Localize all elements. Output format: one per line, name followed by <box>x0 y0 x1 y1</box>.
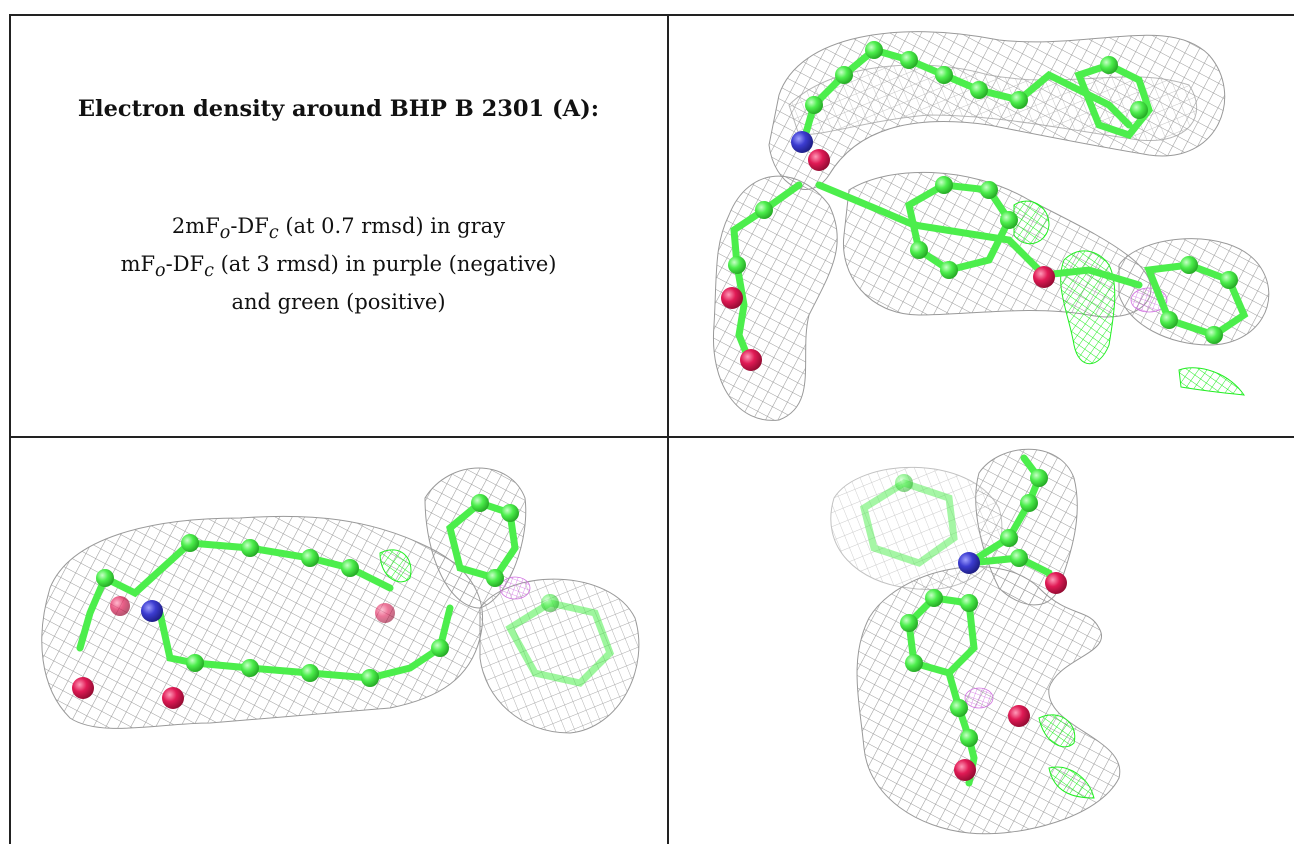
carbon-atom <box>960 594 978 612</box>
carbon-atom <box>755 201 773 219</box>
carbon-atom <box>960 729 978 747</box>
carbon-atom <box>431 639 449 657</box>
ligand-atoms <box>72 494 559 709</box>
carbon-atom <box>1010 549 1028 567</box>
carbon-atom <box>301 664 319 682</box>
carbon-atom <box>900 614 918 632</box>
carbon-atom <box>950 699 968 717</box>
carbon-atom <box>895 474 913 492</box>
purple-negative-mesh <box>499 576 531 600</box>
carbon-atom <box>940 261 958 279</box>
carbon-atom <box>1010 91 1028 109</box>
oxygen-atom <box>808 149 830 171</box>
carbon-atom <box>980 181 998 199</box>
green-positive-mesh <box>379 549 412 583</box>
legend-line-mfo-dfc: mFo-DFc (at 3 rmsd) in purple (negative) <box>120 252 557 282</box>
legend-line-positive: and green (positive) <box>231 290 446 315</box>
green-mesh-blob-3 <box>1178 367 1246 396</box>
density-view-bottom-left <box>10 438 667 844</box>
chain-left <box>76 574 109 652</box>
purple-negative-mesh <box>964 687 994 709</box>
purple-mesh-blob <box>499 576 531 600</box>
green-mesh-blob-2 <box>1013 200 1050 245</box>
carbon-atom <box>1000 529 1018 547</box>
carbon-atom <box>186 654 204 672</box>
carbon-atom <box>341 559 359 577</box>
carbon-atom <box>1020 494 1038 512</box>
oxygen-atom <box>1033 266 1055 288</box>
legend-line-2mfo-dfc: 2mFo-DFc (at 0.7 rmsd) in gray <box>171 214 506 244</box>
carbon-atom <box>905 654 923 672</box>
carbon-atom <box>541 594 559 612</box>
oxygen-atom <box>375 603 395 623</box>
oxygen-atom <box>110 596 130 616</box>
carbon-atom <box>1030 469 1048 487</box>
carbon-atom <box>301 549 319 567</box>
carbon-atom <box>970 81 988 99</box>
density-view-top-right <box>669 15 1294 436</box>
oxygen-atom <box>740 349 762 371</box>
caption-cell: Electron density around BHP B 2301 (A): … <box>10 15 667 436</box>
carbon-atom <box>1100 56 1118 74</box>
mesh-lobe-right <box>1118 238 1270 346</box>
nitrogen-atom <box>141 600 163 622</box>
carbon-atom <box>1180 256 1198 274</box>
carbon-atom <box>486 569 504 587</box>
carbon-atom <box>241 539 259 557</box>
carbon-atom <box>910 241 928 259</box>
carbon-atom <box>1160 311 1178 329</box>
table-divider-vertical <box>667 14 669 844</box>
ligand-atoms <box>721 41 1238 371</box>
green-mesh-blob-1 <box>1060 250 1116 365</box>
carbon-atom <box>1000 211 1018 229</box>
green-mesh-blob <box>379 549 412 583</box>
table-divider-horizontal <box>9 436 1294 438</box>
carbon-atom <box>96 569 114 587</box>
green-mesh-blob-1 <box>1038 714 1076 748</box>
carbon-atom <box>1130 101 1148 119</box>
green-positive-mesh <box>1038 714 1095 799</box>
caption-legend: 2mFo-DFc (at 0.7 rmsd) in gray mFo-DFc (… <box>10 211 667 318</box>
oxygen-atom <box>954 759 976 781</box>
oxygen-atom <box>1045 572 1067 594</box>
table-border-left <box>9 14 11 844</box>
carbon-atom <box>935 176 953 194</box>
carbon-atom <box>361 669 379 687</box>
carbon-atom <box>865 41 883 59</box>
purple-mesh-blob <box>964 687 994 709</box>
density-view-bottom-right <box>669 438 1294 844</box>
carbon-atom <box>181 534 199 552</box>
carbon-atom <box>471 494 489 512</box>
carbon-atom <box>501 504 519 522</box>
chain-right <box>815 181 1143 289</box>
oxygen-atom <box>1008 705 1030 727</box>
carbon-atom <box>835 66 853 84</box>
carbon-atom <box>935 66 953 84</box>
carbon-atom <box>1205 326 1223 344</box>
green-positive-mesh <box>1013 200 1246 396</box>
oxygen-atom <box>721 287 743 309</box>
carbon-atom <box>241 659 259 677</box>
caption-title: Electron density around BHP B 2301 (A): <box>77 96 600 122</box>
ligand-atoms <box>895 469 1067 781</box>
green-mesh-blob-2 <box>1048 766 1095 799</box>
table-border-top <box>9 14 1294 16</box>
carbon-atom <box>1220 271 1238 289</box>
carbon-atom <box>805 96 823 114</box>
carbon-atom <box>925 589 943 607</box>
nitrogen-atom <box>958 552 980 574</box>
nitrogen-atom <box>791 131 813 153</box>
oxygen-atom <box>162 687 184 709</box>
carbon-atom <box>728 256 746 274</box>
carbon-atom <box>900 51 918 69</box>
oxygen-atom <box>72 677 94 699</box>
